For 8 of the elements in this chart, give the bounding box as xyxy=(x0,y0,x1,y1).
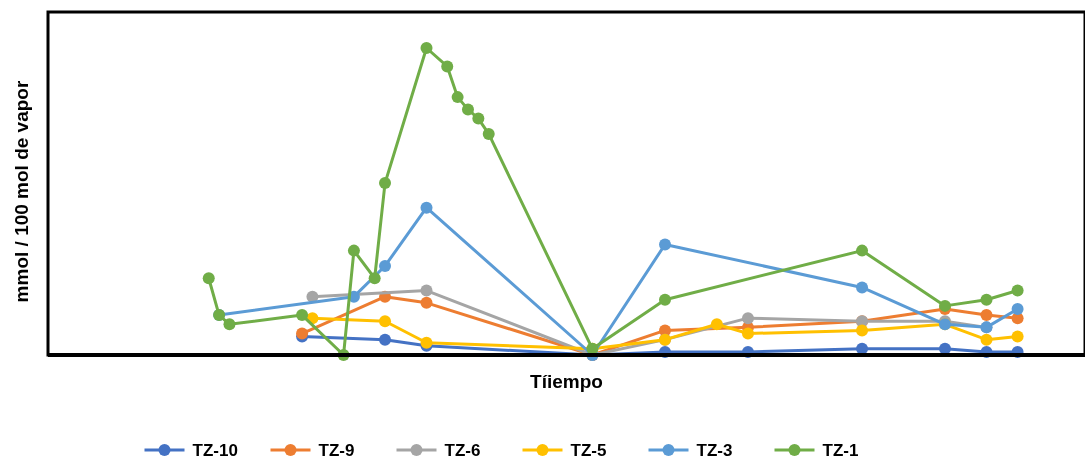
legend-label: TZ-6 xyxy=(444,441,481,460)
legend-label: TZ-10 xyxy=(192,441,238,460)
x-axis-title: Tíiempo xyxy=(530,371,603,392)
y-axis-title: mmol / 100 mol de vapor xyxy=(11,80,32,303)
legend-label: TZ-1 xyxy=(822,441,859,460)
legend-label: TZ-3 xyxy=(696,441,733,460)
legend-label: TZ-9 xyxy=(318,441,355,460)
legend-label: TZ-5 xyxy=(570,441,607,460)
